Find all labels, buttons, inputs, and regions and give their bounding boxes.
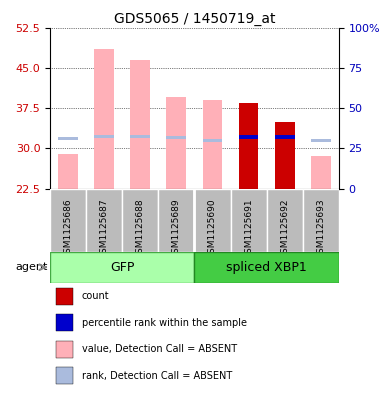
Bar <box>86 189 122 252</box>
Text: rank, Detection Call = ABSENT: rank, Detection Call = ABSENT <box>82 371 232 381</box>
Text: spliced XBP1: spliced XBP1 <box>226 261 307 274</box>
Bar <box>56 367 73 384</box>
Bar <box>231 189 266 252</box>
Bar <box>56 314 73 331</box>
Bar <box>158 189 194 252</box>
Bar <box>194 189 231 252</box>
Bar <box>166 136 186 140</box>
Text: percentile rank within the sample: percentile rank within the sample <box>82 318 247 328</box>
Text: count: count <box>82 291 109 301</box>
Text: agent: agent <box>16 262 48 272</box>
Bar <box>311 139 331 142</box>
Bar <box>266 189 303 252</box>
Bar <box>58 137 78 140</box>
Text: value, Detection Call = ABSENT: value, Detection Call = ABSENT <box>82 344 237 354</box>
Bar <box>311 156 331 189</box>
Bar <box>275 121 295 189</box>
Text: GSM1125686: GSM1125686 <box>64 198 73 259</box>
Text: GSM1125687: GSM1125687 <box>100 198 109 259</box>
Bar <box>56 341 73 358</box>
Bar <box>239 136 258 139</box>
Bar <box>50 189 86 252</box>
Bar <box>203 100 223 189</box>
Bar <box>311 139 331 142</box>
Bar <box>203 139 223 142</box>
Text: GSM1125693: GSM1125693 <box>316 198 325 259</box>
Bar <box>131 60 150 189</box>
Bar <box>303 189 339 252</box>
Bar <box>203 139 223 142</box>
Bar <box>50 252 194 283</box>
Bar <box>239 103 258 189</box>
Bar <box>58 154 78 189</box>
Text: GSM1125691: GSM1125691 <box>244 198 253 259</box>
Text: GSM1125689: GSM1125689 <box>172 198 181 259</box>
Bar <box>122 189 158 252</box>
Bar <box>194 252 339 283</box>
Text: GSM1125690: GSM1125690 <box>208 198 217 259</box>
Bar <box>56 288 73 305</box>
Text: GFP: GFP <box>110 261 134 274</box>
Text: GSM1125688: GSM1125688 <box>136 198 145 259</box>
Bar <box>131 135 150 138</box>
Text: GSM1125692: GSM1125692 <box>280 198 289 259</box>
Bar <box>166 97 186 189</box>
Bar <box>275 136 295 139</box>
Bar <box>94 49 114 189</box>
Bar <box>94 135 114 138</box>
Title: GDS5065 / 1450719_at: GDS5065 / 1450719_at <box>114 13 275 26</box>
